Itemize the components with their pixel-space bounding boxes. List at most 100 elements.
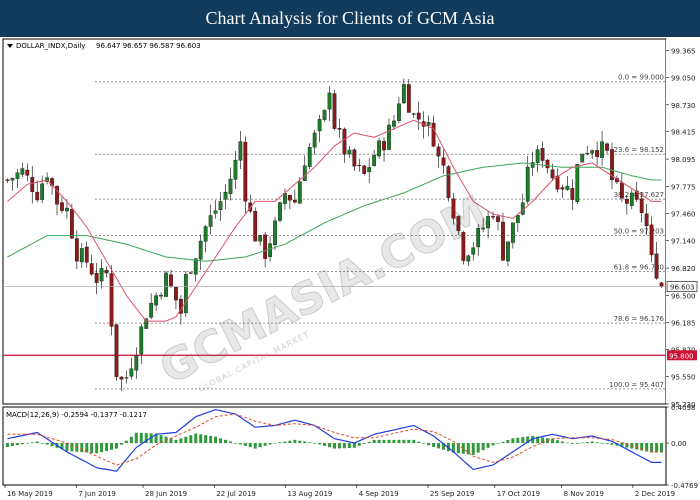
macd-bar <box>575 443 579 444</box>
candle-body <box>302 165 307 182</box>
macd-bar <box>243 443 247 446</box>
candle-body <box>560 187 565 190</box>
candle-body <box>322 110 327 120</box>
candle-body <box>99 268 104 282</box>
macd-bar <box>357 443 361 446</box>
macd-bar <box>337 443 341 449</box>
macd-bar <box>407 439 411 444</box>
macd-bar <box>100 443 104 453</box>
candle-body <box>446 166 451 198</box>
fib-label: 23.6 = 98.152 <box>614 146 664 154</box>
macd-bar <box>660 443 664 453</box>
macd-bar <box>610 443 614 445</box>
macd-bar <box>134 432 138 444</box>
candle-body <box>510 222 515 243</box>
time-tick-label: 16 May 2019 <box>7 490 53 498</box>
macd-bar <box>565 442 569 444</box>
macd-bar <box>347 443 351 448</box>
candle-body <box>114 324 119 377</box>
candle-body <box>109 273 114 327</box>
macd-bar <box>590 441 594 444</box>
candle-body <box>436 146 441 157</box>
macd-bar <box>570 443 574 444</box>
macd-bar <box>620 443 624 447</box>
candle-body <box>104 270 109 274</box>
candle-body <box>55 186 59 205</box>
fib-label: 100.0 = 95.407 <box>609 381 664 389</box>
price-tick-label: 97.140 <box>671 238 696 246</box>
macd-bar <box>387 439 391 444</box>
candle-body <box>327 92 332 110</box>
support-price-label: 95.800 <box>669 352 694 360</box>
candle-body <box>134 355 139 371</box>
macd-bar <box>456 443 460 454</box>
candle-body <box>590 150 595 154</box>
candle-body <box>530 162 535 168</box>
time-tick-label: 13 Aug 2019 <box>288 490 333 498</box>
candle-body <box>550 169 555 179</box>
macd-bar <box>476 443 480 453</box>
collapse-triangle-icon[interactable] <box>7 44 13 48</box>
candle-body <box>30 177 35 192</box>
macd-bar <box>655 443 659 453</box>
candle-body <box>94 272 99 283</box>
candle-body <box>595 150 599 157</box>
candle-body <box>461 232 466 261</box>
macd-bar <box>283 441 287 444</box>
macd-bar <box>377 439 381 444</box>
candle-body <box>605 143 609 151</box>
candle-body <box>515 215 520 223</box>
macd-bar <box>139 432 143 444</box>
price-tick-label: 97.460 <box>671 210 696 218</box>
macd-bar <box>402 439 406 444</box>
candle-body <box>466 255 471 262</box>
candle-body <box>392 120 396 127</box>
macd-line <box>7 408 662 472</box>
macd-bar <box>382 439 386 444</box>
candle-body <box>35 191 40 201</box>
macd-bar <box>551 439 555 444</box>
macd-bar <box>224 439 227 444</box>
candle-body <box>223 191 228 200</box>
macd-bar <box>555 440 559 444</box>
candle-body <box>84 246 89 263</box>
price-tick-label: 98.415 <box>671 129 696 137</box>
time-axis: 16 May 2019 7 Jun 2019 28 Jun 2019 22 Jul 2… <box>4 485 675 498</box>
time-tick-label: 4 Sep 2019 <box>359 490 399 498</box>
fib-label: 61.8 = 96.780 <box>614 264 664 272</box>
candle-body <box>600 141 604 158</box>
macd-bar <box>650 443 654 453</box>
candle-body <box>639 198 644 214</box>
macd-bar <box>144 433 148 444</box>
macd-bar <box>511 438 515 444</box>
candle-body <box>431 122 436 147</box>
macd-bar <box>313 443 317 444</box>
fib-label: 50.0 = 97.203 <box>614 227 664 235</box>
candle-body <box>174 286 178 301</box>
macd-bar <box>124 440 128 444</box>
macd-bar <box>333 443 336 449</box>
candle-body <box>347 149 352 155</box>
macd-bar <box>273 443 277 444</box>
macd-bar <box>645 443 649 452</box>
time-tick-label: 22 Jul 2019 <box>216 490 256 498</box>
candle-body <box>352 149 357 167</box>
candle-body <box>139 326 144 355</box>
candle-body <box>188 272 193 274</box>
candle-body <box>406 84 411 113</box>
header-bar: Chart Analysis for Clients of GCM Asia <box>0 0 700 37</box>
macd-bar <box>496 443 500 444</box>
macd-bar <box>50 443 54 447</box>
candle-body <box>565 185 570 190</box>
macd-bar <box>541 437 545 444</box>
macd-bar <box>278 442 282 444</box>
candle-body <box>278 202 282 221</box>
ohlc-label: 96.647 96.657 96.587 96.603 <box>96 42 201 50</box>
candle-body <box>203 226 208 242</box>
candle-body <box>317 119 322 132</box>
candle-body <box>273 220 277 246</box>
macd-bar <box>169 438 173 444</box>
candle-body <box>198 240 203 260</box>
macd-bar <box>60 443 64 450</box>
candles <box>5 78 664 392</box>
